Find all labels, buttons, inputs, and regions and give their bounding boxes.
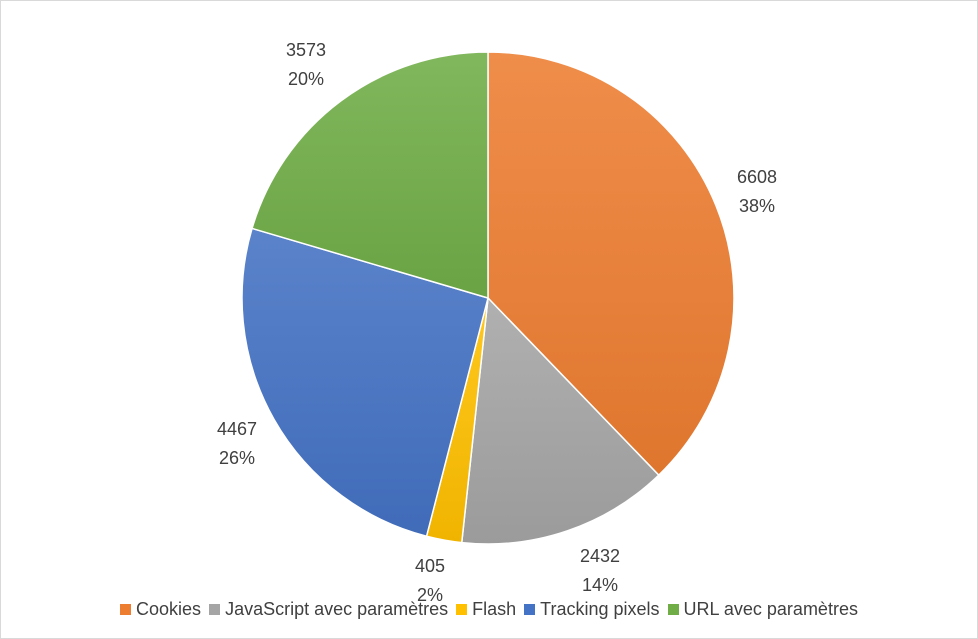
pie-slice-javascript-avec-parametres [460, 296, 660, 545]
data-label-value-url-avec-parametres: 3573 [286, 40, 326, 60]
pie-slice-tracking-pixels [241, 227, 489, 538]
legend: Cookies JavaScript avec paramètres Flash Tr… [1, 599, 977, 620]
legend-label: URL avec paramètres [683, 599, 858, 619]
pie-slice-url-avec-parametres [251, 51, 489, 300]
data-label-value-tracking-pixels: 4467 [217, 419, 257, 439]
legend-item-url-avec-parametres: URL avec paramètres [667, 599, 858, 620]
legend-label: Cookies [136, 599, 202, 619]
pie-slice-cookies [487, 51, 735, 477]
data-label-percent-flash: 2% [417, 585, 443, 601]
legend-label: JavaScript avec paramètres [225, 599, 449, 619]
legend-swatch-icon [209, 604, 221, 615]
legend-swatch-icon [524, 604, 536, 615]
legend-label: Tracking pixels [540, 599, 660, 619]
data-label-percent-url-avec-parametres: 20% [288, 69, 324, 89]
legend-item-flash: Flash [456, 599, 516, 620]
legend-item-javascript-avec-parametres: JavaScript avec paramètres [209, 599, 448, 620]
legend-label: Flash [472, 599, 517, 619]
data-label-value-cookies: 6608 [737, 167, 777, 187]
data-label-percent-tracking-pixels: 26% [219, 448, 255, 468]
legend-swatch-icon [667, 604, 679, 615]
legend-swatch-icon [456, 604, 468, 615]
data-label-percent-javascript-avec-parametres: 14% [582, 575, 618, 595]
pie-chart: 6608 38% 2432 14% 405 2% 4467 26% 3573 20% [217, 40, 777, 601]
data-label-value-javascript-avec-parametres: 2432 [580, 546, 620, 566]
legend-item-cookies: Cookies [120, 599, 201, 620]
legend-item-tracking-pixels: Tracking pixels [524, 599, 660, 620]
data-label-percent-cookies: 38% [739, 196, 775, 216]
data-label-value-flash: 405 [415, 556, 445, 576]
legend-swatch-icon [120, 604, 132, 615]
